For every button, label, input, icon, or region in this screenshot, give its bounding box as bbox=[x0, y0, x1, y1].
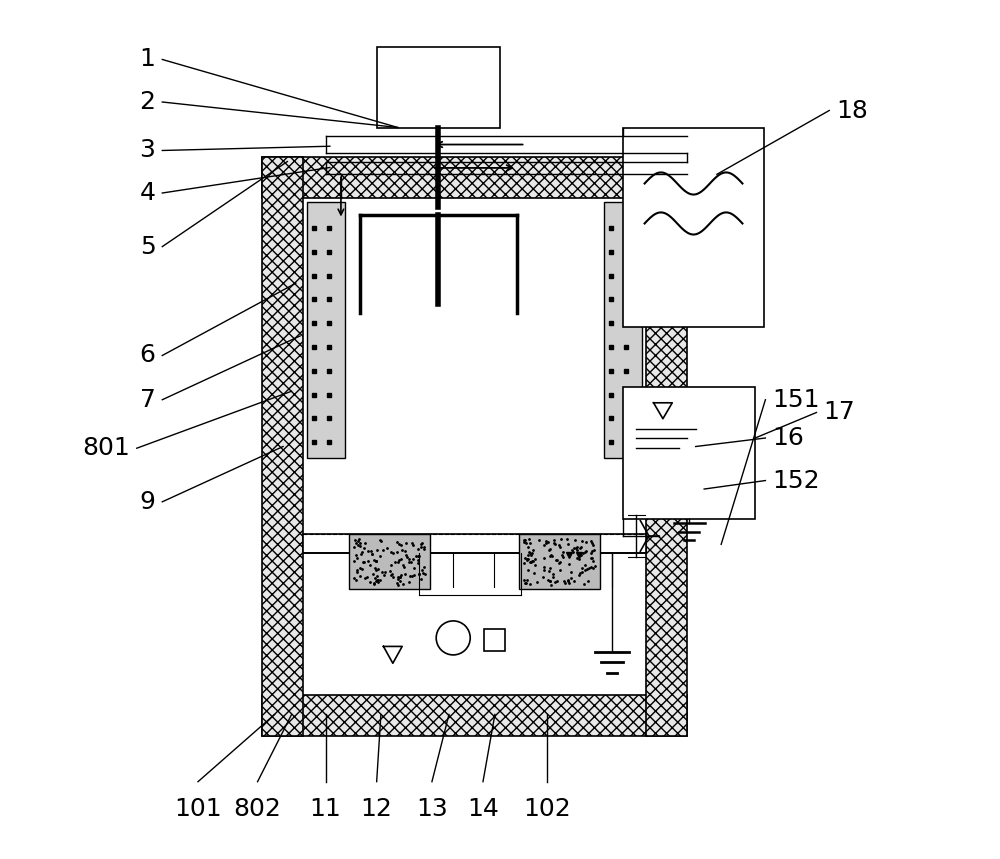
Text: 5: 5 bbox=[140, 235, 155, 259]
Bar bbox=[262, 157, 303, 736]
Text: 16: 16 bbox=[772, 426, 804, 450]
Bar bbox=[604, 203, 642, 458]
Text: 14: 14 bbox=[467, 797, 499, 821]
Bar bbox=[262, 157, 687, 198]
Text: 3: 3 bbox=[140, 138, 155, 162]
Text: 801: 801 bbox=[82, 436, 130, 460]
Bar bbox=[646, 157, 687, 736]
Text: 17: 17 bbox=[823, 400, 855, 424]
Text: 18: 18 bbox=[836, 99, 868, 123]
Text: 1: 1 bbox=[140, 47, 155, 71]
Bar bbox=[484, 630, 505, 650]
Bar bbox=[307, 203, 345, 458]
Text: 9: 9 bbox=[140, 490, 155, 514]
Bar bbox=[623, 127, 764, 327]
Bar bbox=[262, 695, 687, 736]
Text: 2: 2 bbox=[139, 90, 155, 114]
Text: 4: 4 bbox=[139, 181, 155, 205]
Text: 101: 101 bbox=[174, 797, 222, 821]
Bar bbox=[303, 198, 646, 695]
Bar bbox=[349, 534, 430, 589]
Text: 7: 7 bbox=[140, 387, 155, 411]
Bar bbox=[377, 46, 500, 127]
Text: 102: 102 bbox=[523, 797, 571, 821]
Text: 802: 802 bbox=[234, 797, 281, 821]
Text: 152: 152 bbox=[772, 468, 820, 492]
Bar bbox=[623, 387, 755, 519]
Text: 13: 13 bbox=[416, 797, 448, 821]
Text: 151: 151 bbox=[772, 387, 820, 411]
Bar bbox=[303, 534, 646, 553]
Text: 11: 11 bbox=[310, 797, 341, 821]
Text: 6: 6 bbox=[139, 344, 155, 368]
Text: 12: 12 bbox=[361, 797, 393, 821]
Bar bbox=[519, 534, 600, 589]
